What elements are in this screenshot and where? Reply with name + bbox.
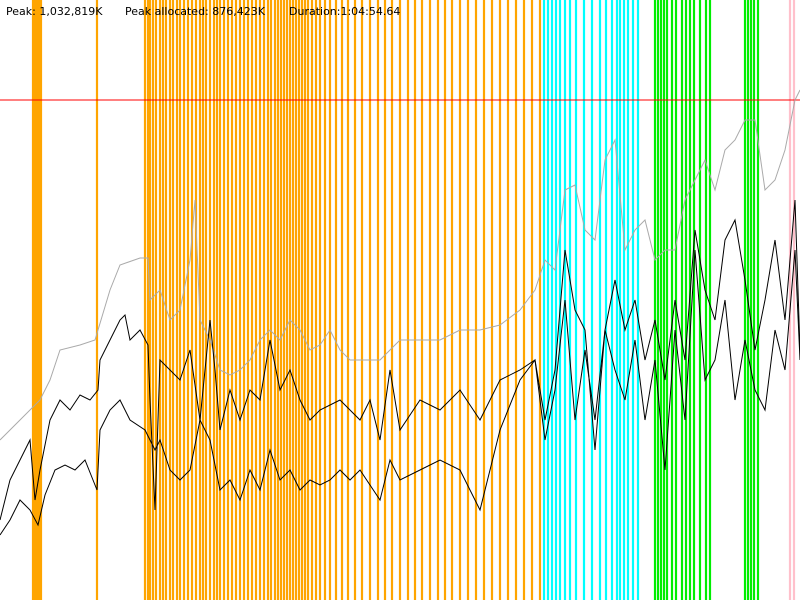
peak-allocated-label: Peak allocated: 876,423K [125, 5, 266, 18]
duration-label: Duration:1:04:54.64 [289, 5, 400, 18]
peak-label: Peak: 1,032,819K [6, 5, 103, 18]
memory-line [0, 199, 800, 521]
memory-line [0, 249, 800, 536]
memory-line [0, 89, 800, 441]
lines [0, 89, 800, 536]
header: Peak: 1,032,819K Peak allocated: 876,423… [6, 5, 400, 18]
